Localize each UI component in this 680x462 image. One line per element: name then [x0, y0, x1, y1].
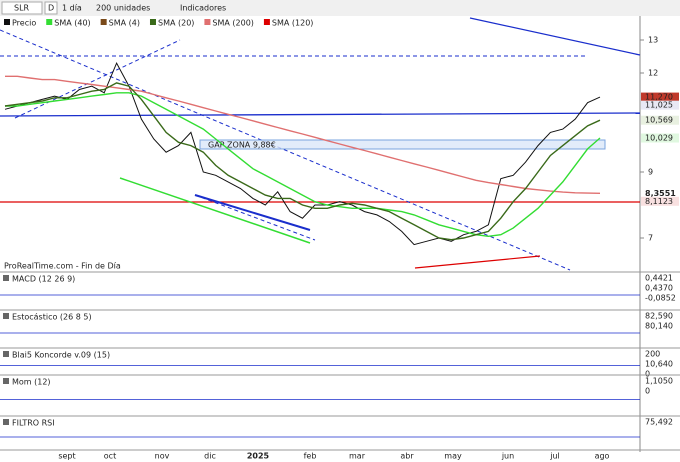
legend-swatch	[263, 19, 270, 25]
legend-entry: SMA (20)	[158, 19, 194, 28]
gap-label: GAP ZONA 9,88€	[208, 141, 276, 150]
trendline	[469, 17, 641, 56]
panel-value: -0,0852	[645, 294, 676, 303]
panel-title-bg	[3, 351, 9, 357]
panel-title-bg	[3, 378, 9, 384]
dashed-line	[0, 29, 571, 271]
panel-value: 0	[645, 370, 650, 379]
panel-value: 0	[645, 387, 650, 396]
panel-title: MACD (12 26 9)	[12, 275, 75, 284]
panel-value: 0,4370	[645, 284, 673, 293]
x-tick-label: mar	[349, 452, 366, 461]
mode-box[interactable]	[44, 1, 58, 15]
panel-title-bg	[3, 313, 9, 319]
panel-value: 200	[645, 350, 660, 359]
x-tick-label: jun	[501, 452, 514, 461]
panel-value: 1,1050	[645, 377, 673, 386]
panel-title: Estocástico (26 8 5)	[12, 313, 92, 322]
price-tag-label: 10,569	[645, 116, 673, 125]
price-tag	[641, 133, 679, 143]
y-tick-label: 13	[648, 36, 658, 45]
dashed-line	[194, 194, 316, 241]
legend-swatch	[204, 19, 211, 25]
legend-entry: SMA (40)	[54, 19, 90, 28]
gap-zone	[199, 139, 606, 150]
price-tag-label: 8,3551	[645, 189, 676, 198]
resistance-line	[0, 112, 641, 117]
period[interactable]: 1 día	[62, 4, 82, 13]
panel-value: 75,492	[645, 418, 673, 427]
x-tick-label: sept	[58, 452, 75, 461]
x-tick-label: ago	[595, 452, 610, 461]
x-tick-label: nov	[155, 452, 170, 461]
x-tick-label: jul	[549, 452, 560, 461]
x-tick-label: may	[444, 452, 462, 461]
price-tag	[641, 92, 679, 102]
x-tick-label: dic	[204, 452, 216, 461]
source: ProRealTime.com - Fin de Día	[4, 262, 121, 271]
panel-title-bg	[3, 275, 9, 281]
y-tick-label: 9	[648, 168, 653, 177]
x-tick-label: oct	[104, 452, 116, 461]
units[interactable]: 200 unidades	[96, 4, 150, 13]
x-tick-label: feb	[304, 452, 317, 461]
indicators[interactable]: Indicadores	[180, 4, 226, 13]
legend-entry: Precio	[12, 19, 36, 28]
price-line	[5, 92, 601, 238]
plot-bg	[0, 16, 640, 452]
price-tag-label: 10,029	[645, 134, 673, 143]
panel-title: Mom (12)	[12, 378, 51, 387]
channel-line	[194, 194, 311, 231]
x-tick-label: 2025	[247, 452, 270, 461]
price-tag-label: 11,025	[645, 101, 673, 110]
panel-value: 10,640	[645, 360, 673, 369]
price-line	[5, 75, 601, 194]
legend-swatch	[46, 19, 53, 25]
price-line	[4, 82, 601, 241]
legend-entry: SMA (120)	[272, 19, 314, 28]
price-tag	[641, 188, 679, 198]
price-line	[4, 61, 601, 246]
toolbar	[0, 0, 680, 16]
y-tick-label: 12	[648, 69, 658, 78]
trendline	[414, 255, 541, 269]
panel-title: FILTRO RSI	[12, 419, 55, 428]
x-tick-label: abr	[400, 452, 414, 461]
symbol[interactable]: SLR	[14, 4, 30, 13]
panel-value: 0,4421	[645, 274, 673, 283]
panel-title: Blai5 Koncorde v.09 (15)	[12, 351, 110, 360]
mode[interactable]: D	[48, 4, 54, 13]
panel-title-bg	[3, 419, 9, 425]
channel-line	[119, 177, 311, 244]
symbol-box[interactable]	[1, 1, 43, 15]
panel-value: 80,140	[645, 322, 673, 331]
price-tag-label: 8,1123	[645, 197, 673, 206]
legend-entry: SMA (4)	[109, 19, 140, 28]
legend-swatch	[149, 19, 156, 25]
legend-swatch	[100, 19, 107, 25]
y-tick-label: 7	[648, 234, 653, 243]
price-tag	[641, 196, 679, 206]
price-tag	[641, 115, 679, 125]
dashed-line	[14, 39, 181, 119]
price-tag	[641, 100, 679, 110]
panel-value: 82,590	[645, 312, 673, 321]
price-tag-label: 11,270	[645, 93, 673, 102]
legend-entry: SMA (200)	[212, 19, 254, 28]
legend-swatch	[4, 19, 10, 25]
